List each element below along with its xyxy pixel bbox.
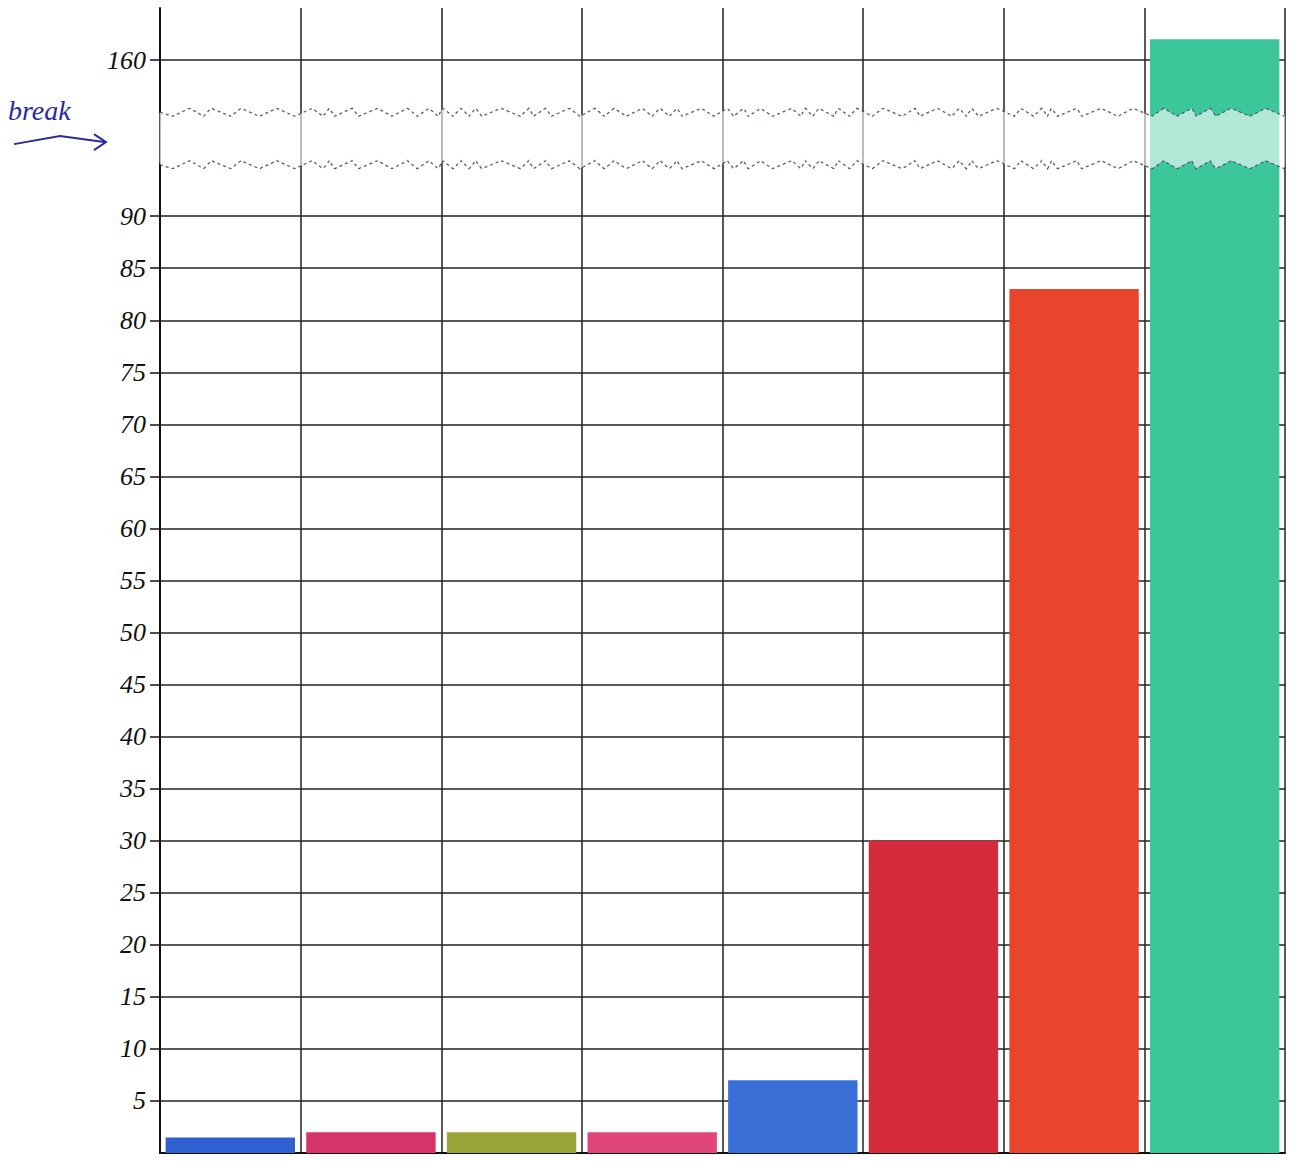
- svg-text:45: 45: [120, 670, 146, 699]
- svg-text:15: 15: [120, 982, 146, 1011]
- svg-text:50: 50: [120, 618, 146, 647]
- svg-text:break: break: [8, 95, 71, 126]
- svg-text:160: 160: [107, 46, 146, 75]
- svg-text:85: 85: [120, 254, 146, 283]
- svg-text:35: 35: [119, 774, 146, 803]
- svg-text:40: 40: [120, 722, 146, 751]
- svg-text:70: 70: [120, 410, 146, 439]
- svg-text:55: 55: [120, 566, 146, 595]
- svg-text:75: 75: [120, 358, 146, 387]
- svg-text:60: 60: [120, 514, 146, 543]
- svg-text:90: 90: [120, 202, 146, 231]
- svg-text:10: 10: [120, 1034, 146, 1063]
- svg-text:5: 5: [133, 1086, 146, 1115]
- svg-text:20: 20: [120, 930, 146, 959]
- svg-text:25: 25: [120, 878, 146, 907]
- svg-text:30: 30: [119, 826, 146, 855]
- svg-text:80: 80: [120, 306, 146, 335]
- svg-text:65: 65: [120, 462, 146, 491]
